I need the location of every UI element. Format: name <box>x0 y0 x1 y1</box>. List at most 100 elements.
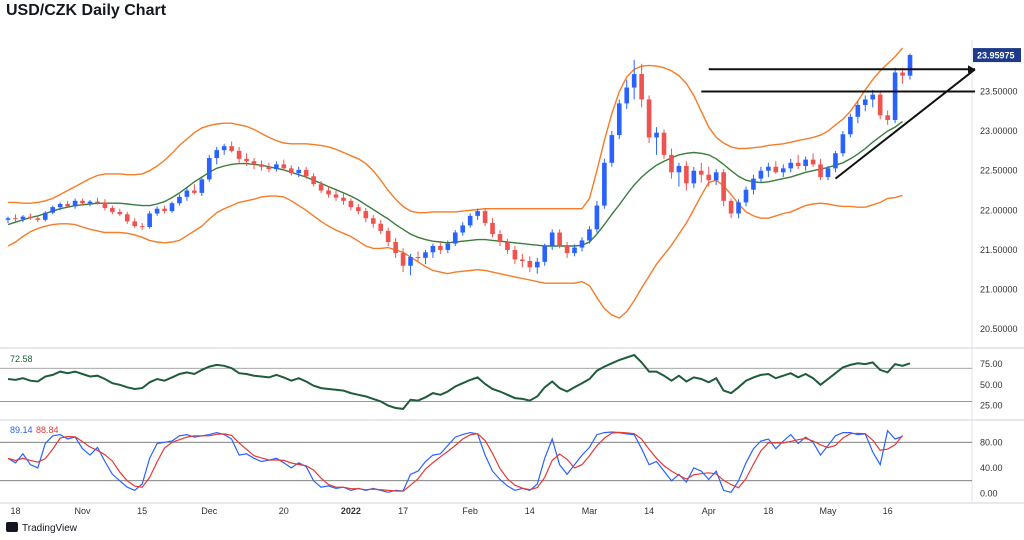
candle[interactable] <box>408 253 413 276</box>
candle[interactable] <box>549 229 555 250</box>
candle[interactable] <box>110 205 115 215</box>
candle[interactable] <box>65 200 70 208</box>
candle[interactable] <box>50 205 56 215</box>
candle[interactable] <box>900 67 905 84</box>
candle[interactable] <box>505 238 510 254</box>
candle[interactable] <box>341 193 346 205</box>
candle[interactable] <box>370 215 376 228</box>
candle[interactable] <box>139 223 145 231</box>
candle[interactable] <box>13 214 18 222</box>
candle[interactable] <box>42 211 48 222</box>
candle[interactable] <box>490 218 495 238</box>
candle[interactable] <box>780 164 786 178</box>
candle[interactable] <box>363 207 369 223</box>
candle[interactable] <box>333 190 339 201</box>
candle[interactable] <box>743 186 749 207</box>
candle[interactable] <box>206 154 212 182</box>
candle[interactable] <box>415 251 421 262</box>
candle[interactable] <box>646 95 652 143</box>
candle[interactable] <box>713 169 719 185</box>
candle[interactable] <box>311 173 316 187</box>
candle[interactable] <box>698 162 704 183</box>
candle[interactable] <box>102 199 108 211</box>
candle[interactable] <box>356 203 361 215</box>
candle[interactable] <box>326 186 331 198</box>
candle[interactable] <box>132 218 138 228</box>
candle[interactable] <box>855 101 861 124</box>
candle[interactable] <box>907 53 913 80</box>
candle[interactable] <box>169 201 175 213</box>
candle[interactable] <box>728 198 734 219</box>
candle[interactable] <box>825 165 831 181</box>
candle[interactable] <box>766 162 771 178</box>
candle[interactable] <box>885 110 890 125</box>
candle[interactable] <box>296 166 302 178</box>
candle[interactable] <box>773 161 779 174</box>
candle[interactable] <box>5 216 11 223</box>
candle[interactable] <box>274 161 279 172</box>
candle[interactable] <box>751 174 756 195</box>
candle[interactable] <box>557 229 562 249</box>
candle[interactable] <box>848 113 853 138</box>
candlesticks[interactable] <box>5 53 913 276</box>
candle[interactable] <box>28 213 33 220</box>
candle[interactable] <box>579 237 585 252</box>
candle[interactable] <box>385 227 391 246</box>
candle[interactable] <box>199 177 205 197</box>
candle[interactable] <box>564 242 570 258</box>
candle[interactable] <box>20 215 26 223</box>
candle[interactable] <box>795 154 801 170</box>
candle[interactable] <box>862 95 868 112</box>
candle[interactable] <box>430 243 436 258</box>
candle[interactable] <box>124 211 130 224</box>
candle[interactable] <box>534 257 540 274</box>
candle[interactable] <box>177 194 182 206</box>
candle[interactable] <box>669 148 674 179</box>
candle[interactable] <box>572 244 577 257</box>
candle[interactable] <box>616 99 622 140</box>
candle[interactable] <box>288 165 294 176</box>
candle[interactable] <box>259 160 264 171</box>
candle[interactable] <box>542 243 548 266</box>
candle[interactable] <box>184 188 190 201</box>
candle[interactable] <box>810 153 816 167</box>
candle[interactable] <box>721 169 726 207</box>
candle[interactable] <box>318 181 324 193</box>
candle[interactable] <box>244 153 249 166</box>
candle[interactable] <box>892 67 898 124</box>
candle[interactable] <box>654 127 659 155</box>
candle[interactable] <box>266 162 272 173</box>
candle[interactable] <box>691 166 697 189</box>
candle[interactable] <box>803 156 808 171</box>
candle[interactable] <box>587 226 592 244</box>
candle[interactable] <box>154 206 160 216</box>
candle[interactable] <box>438 242 443 254</box>
candle[interactable] <box>72 198 78 209</box>
candle[interactable] <box>676 162 682 187</box>
candle[interactable] <box>788 158 794 173</box>
candle[interactable] <box>512 245 518 265</box>
candle[interactable] <box>497 230 503 246</box>
candle[interactable] <box>594 200 600 233</box>
candle[interactable] <box>467 213 473 228</box>
candle[interactable] <box>661 129 667 159</box>
candle[interactable] <box>445 240 451 254</box>
candle[interactable] <box>475 208 480 220</box>
candle[interactable] <box>452 230 458 246</box>
candle[interactable] <box>57 202 63 211</box>
candle[interactable] <box>602 158 607 209</box>
candle[interactable] <box>423 249 428 265</box>
candle[interactable] <box>460 222 466 236</box>
candle[interactable] <box>87 200 93 207</box>
candle[interactable] <box>870 89 876 108</box>
candle[interactable] <box>95 197 100 205</box>
candle[interactable] <box>162 205 167 214</box>
candle[interactable] <box>281 159 287 171</box>
candle[interactable] <box>520 253 525 268</box>
candle[interactable] <box>229 141 234 153</box>
candle[interactable] <box>482 207 488 227</box>
candle[interactable] <box>840 131 846 157</box>
candle[interactable] <box>214 146 220 165</box>
candle[interactable] <box>624 79 630 109</box>
